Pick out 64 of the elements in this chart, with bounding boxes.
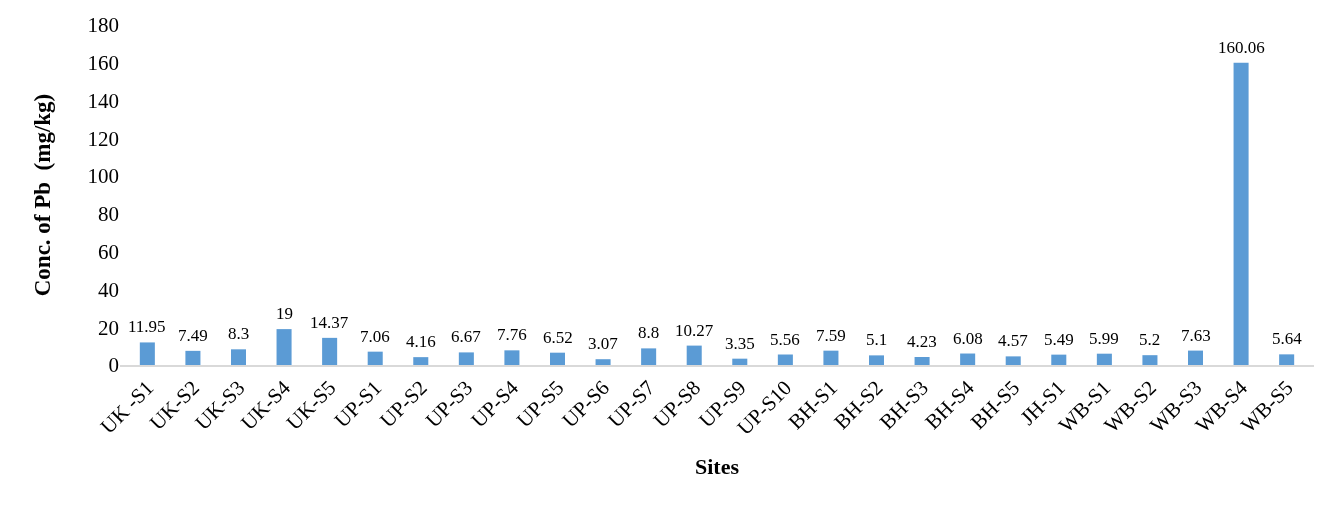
data-label: 7.59 [816,326,846,345]
data-label: 7.63 [1181,326,1211,345]
bar [1096,353,1112,365]
y-tick-label: 60 [98,240,119,265]
y-tick-label: 0 [108,353,119,378]
data-label: 10.27 [675,321,714,340]
bar [367,351,383,365]
data-label: 11.95 [128,317,166,336]
bar [686,345,702,365]
data-label: 5.49 [1044,330,1074,349]
bar [732,358,748,365]
data-label: 5.99 [1089,329,1119,348]
bar [641,348,657,365]
bar [914,357,930,365]
bar [504,350,520,365]
data-label: 160.06 [1218,38,1265,57]
bar [1279,354,1295,365]
bar [413,357,429,365]
bar [230,349,247,365]
bar [139,342,155,365]
y-tick-label: 100 [87,164,119,189]
bar [322,337,338,365]
y-tick-label: 140 [87,88,119,113]
bar [823,350,839,365]
data-label: 5.1 [866,330,888,349]
bar [868,355,885,365]
bar [185,350,201,365]
data-label: 4.57 [998,331,1029,350]
data-label: 7.76 [497,325,527,344]
data-label: 7.06 [360,327,390,346]
bar [276,329,292,365]
data-label: 19 [276,304,293,323]
data-label: 7.49 [178,326,208,345]
bar [458,352,474,365]
data-label: 8.8 [638,323,660,342]
data-label: 5.56 [770,330,800,349]
data-label: 3.07 [588,334,619,353]
data-label: 5.2 [1139,330,1161,349]
data-label: 6.52 [543,328,573,347]
data-label: 6.08 [953,329,983,348]
data-label: 4.23 [907,332,937,351]
bar [1187,350,1204,365]
bar [595,359,611,365]
bar [960,353,976,365]
y-tick-label: 20 [98,315,119,340]
data-label: 5.64 [1272,329,1303,348]
data-label: 6.67 [451,327,482,346]
y-tick-label: 40 [98,277,119,302]
data-label: 4.16 [406,332,436,351]
data-label: 14.37 [310,313,349,332]
bar [1005,356,1021,365]
bar [1233,62,1249,365]
y-tick-label: 180 [87,13,119,38]
x-axis-title: Sites [695,454,740,480]
bar [549,352,566,365]
bar [1142,355,1158,365]
y-tick-label: 160 [87,51,119,76]
data-label: 3.35 [725,334,755,353]
y-tick-label: 80 [98,202,119,227]
bar [1051,354,1067,365]
bar [777,354,793,365]
data-label: 8.3 [228,324,250,343]
y-axis-title: Conc. of Pb (mg/kg) [29,93,55,297]
y-tick-label: 120 [87,126,119,151]
